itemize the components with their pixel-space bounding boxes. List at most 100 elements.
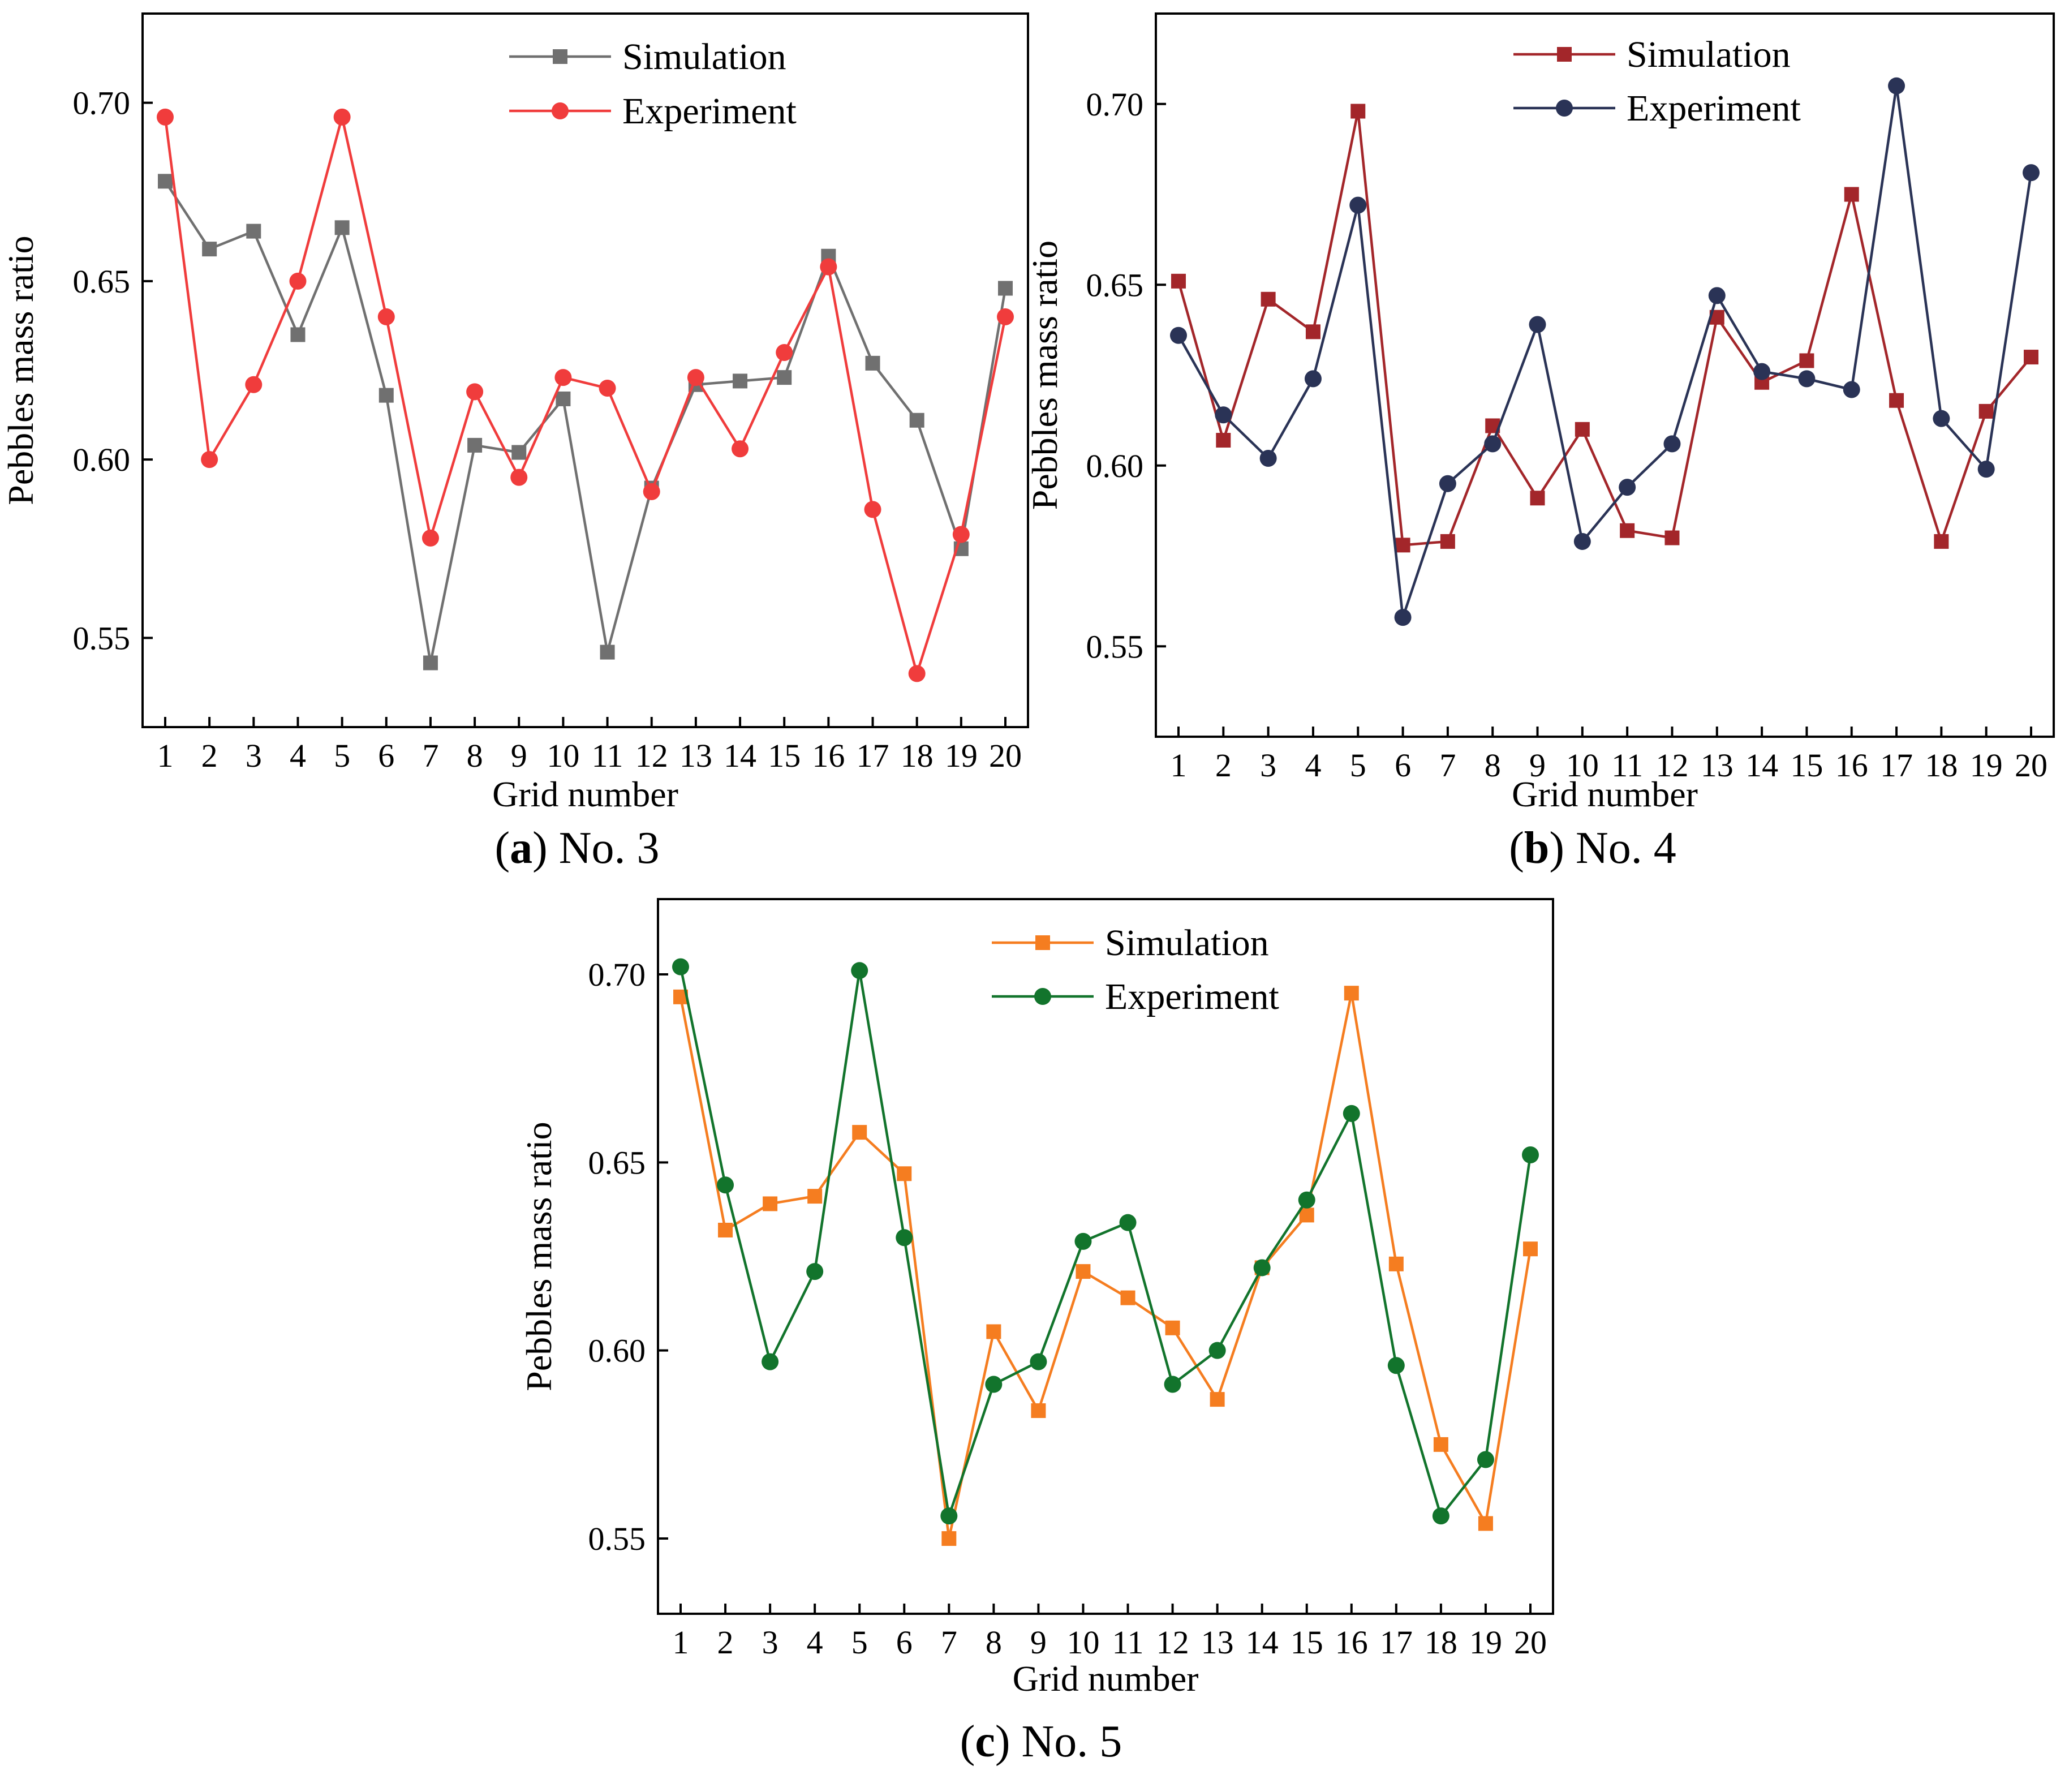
data-point [466,383,484,401]
x-tick-label: 20 [989,737,1022,774]
data-point [1253,1259,1271,1277]
x-tick-label: 12 [1156,1624,1189,1661]
legend-label: Experiment [1627,88,1801,129]
data-point [2024,350,2038,365]
data-point [909,412,924,428]
data-point [941,1531,957,1546]
data-point [1888,77,1905,94]
data-point [1522,1146,1539,1164]
data-point [807,1189,823,1204]
x-tick-label: 15 [1291,1624,1323,1661]
data-point [1620,523,1635,538]
x-tick-label: 12 [1655,747,1688,784]
y-tick-label: 0.65 [73,263,131,300]
data-point [511,445,527,460]
series-line [679,966,1532,1519]
x-axis-label: Grid number [1512,774,1698,814]
legend-marker [1556,100,1573,117]
data-point [1439,475,1456,492]
y-tick-label: 0.55 [588,1520,646,1557]
data-point [897,1166,912,1181]
data-point [820,258,837,276]
x-tick-label: 18 [1925,747,1958,784]
series-experiment [672,958,1539,1525]
x-tick-label: 6 [378,737,394,774]
data-point [1164,1376,1181,1393]
x-tick-label: 5 [1350,747,1366,784]
x-tick-label: 2 [717,1624,734,1661]
data-point [202,242,217,257]
data-point [1030,1353,1047,1370]
data-point [1478,1516,1493,1531]
x-tick-label: 8 [986,1624,1002,1661]
data-point [952,526,970,543]
data-point [1216,433,1231,448]
x-tick-label: 14 [1246,1624,1279,1661]
data-point [1664,530,1680,545]
data-point [777,370,792,385]
x-tick-label: 8 [1485,747,1501,784]
data-point [1259,449,1277,467]
panel-caption: (c) No. 5 [960,1717,1122,1767]
x-tick-label: 4 [807,1624,823,1661]
data-point [1394,609,1412,626]
data-point [1074,1232,1092,1250]
x-tick-label: 3 [762,1624,778,1661]
data-point [1171,273,1186,289]
data-point [851,962,868,979]
data-point [378,388,394,403]
y-axis-label: Pebbles mass ratio [519,1121,559,1391]
data-point [600,644,615,660]
y-axis-label: Pebbles mass ratio [1,235,41,505]
legend-marker [552,102,569,119]
data-point [1477,1451,1494,1468]
data-point [421,529,439,547]
x-tick-label: 4 [1305,747,1321,784]
y-tick-label: 0.65 [588,1144,646,1181]
x-tick-label: 17 [1880,747,1913,784]
data-point [246,224,261,239]
x-tick-label: 9 [1030,1624,1047,1661]
data-point [2023,164,2040,182]
data-point [1529,316,1546,333]
series-line [164,181,1007,663]
data-point [762,1353,779,1370]
data-point [1575,422,1590,437]
data-point [1120,1290,1135,1305]
data-point [201,451,218,469]
data-point [986,1324,1001,1339]
series-experiment [157,108,1014,682]
x-tick-label: 13 [1701,747,1734,784]
x-tick-label: 18 [901,737,934,774]
x-tick-label: 7 [1439,747,1456,784]
legend-marker [553,49,567,64]
data-point [1619,479,1636,496]
legend: Simulation Experiment [1513,34,1801,129]
data-point [865,355,880,371]
y-tick-label: 0.60 [73,441,131,478]
data-point [1440,534,1455,549]
data-point [1215,406,1232,424]
x-tick-label: 14 [1745,747,1778,784]
x-tick-label: 15 [768,737,801,774]
data-point [1170,326,1187,344]
data-point [1798,370,1816,388]
data-point [732,440,749,458]
data-point [1344,986,1359,1001]
x-tick-label: 14 [724,737,756,774]
plot-frame [657,898,1554,1615]
data-point [333,108,351,126]
data-point [643,483,660,500]
data-point [1573,532,1591,550]
data-point [245,376,263,393]
x-tick-label: 20 [2015,747,2048,784]
x-axis-label: Grid number [1013,1658,1199,1699]
data-point [1523,1241,1538,1257]
x-tick-label: 12 [635,737,668,774]
x-tick-label: 18 [1425,1624,1457,1661]
data-point [733,373,748,389]
data-point [908,665,926,682]
y-tick-label: 0.70 [588,956,646,993]
data-point [852,1125,867,1140]
x-tick-label: 13 [1201,1624,1234,1661]
